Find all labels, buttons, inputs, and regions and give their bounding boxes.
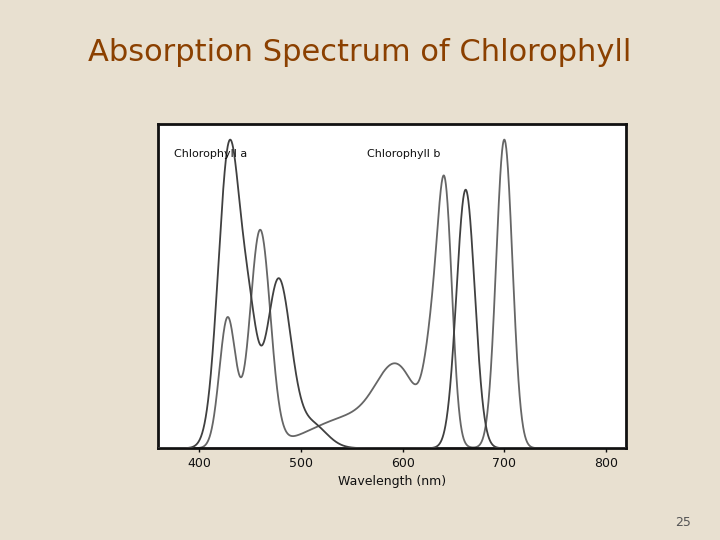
Text: Chlorophyll b: Chlorophyll b xyxy=(367,149,441,159)
Text: Absorption Spectrum of Chlorophyll: Absorption Spectrum of Chlorophyll xyxy=(89,38,631,67)
Text: Chlorophyll a: Chlorophyll a xyxy=(174,149,247,159)
Text: 25: 25 xyxy=(675,516,691,529)
X-axis label: Wavelength (nm): Wavelength (nm) xyxy=(338,475,446,488)
